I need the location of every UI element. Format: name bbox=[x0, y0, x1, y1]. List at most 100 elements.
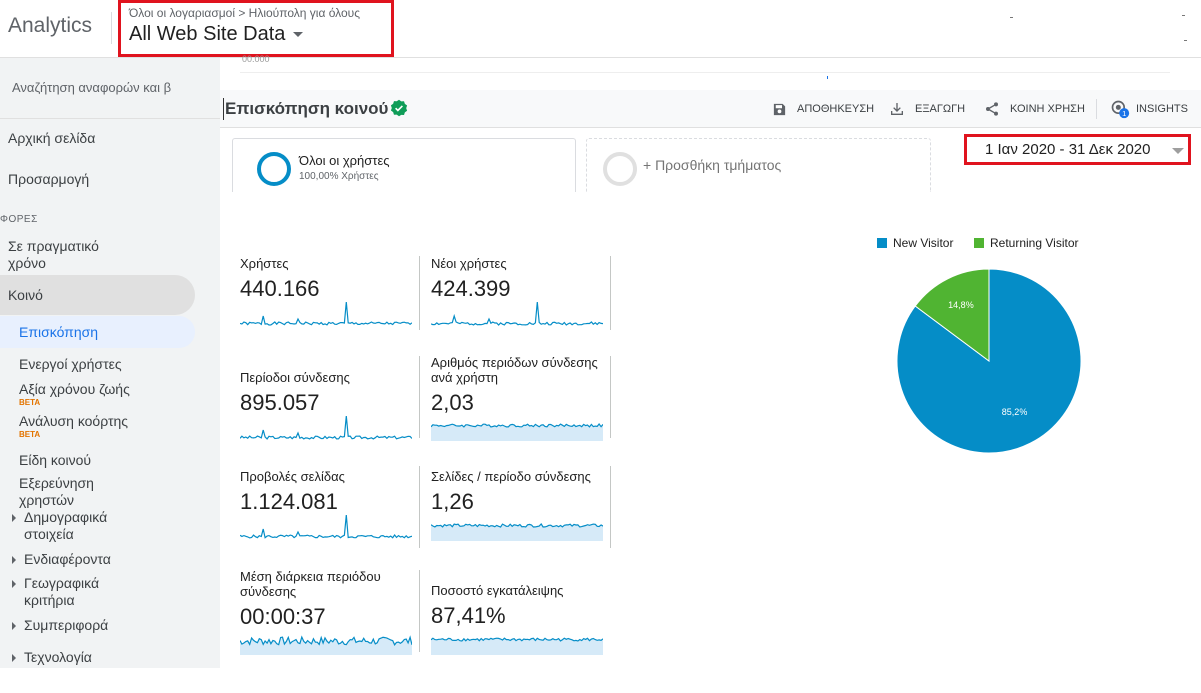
sparkline-area bbox=[431, 424, 603, 441]
legend-label: New Visitor bbox=[893, 236, 954, 250]
sidebar-item-label: Συμπεριφορά bbox=[24, 617, 109, 633]
metric-label: Μέση διάρκεια περιόδου σύνδεσης bbox=[240, 569, 381, 599]
metric-value: 87,41% bbox=[431, 603, 506, 628]
sidebar-item-home[interactable]: Αρχική σελίδα bbox=[8, 130, 96, 146]
sparkline bbox=[431, 423, 603, 441]
metric-pageviews: Προβολές σελίδας 1.124.081 bbox=[240, 469, 420, 579]
pie-slice-returning-visitor[interactable] bbox=[914, 268, 990, 362]
add-segment-button[interactable]: + Προσθήκη τμήματος bbox=[586, 138, 931, 192]
sidebar-item-label: Γεωγραφικά κριτήρια bbox=[24, 575, 100, 608]
export-button[interactable]: ΕΞΑΓΩΓΗ bbox=[889, 90, 965, 128]
beta-badge: BETA bbox=[19, 398, 41, 407]
metric-label: Περίοδοι σύνδεσης bbox=[240, 370, 350, 385]
clipped-axis-label: 00.000 bbox=[242, 54, 270, 64]
sparkline-line bbox=[431, 301, 603, 326]
sparkline-line bbox=[240, 635, 412, 646]
clipped-chart-line bbox=[240, 72, 1170, 73]
sidebar-item-lifetime-value[interactable]: Αξία χρόνου ζωής BETA bbox=[19, 381, 130, 407]
sparkline-area bbox=[240, 637, 412, 655]
metric-sessions: Περίοδοι σύνδεσης 895.057 bbox=[240, 370, 420, 480]
metric-divider bbox=[419, 256, 420, 330]
sparkline-line bbox=[431, 423, 603, 428]
export-label: ΕΞΑΓΩΓΗ bbox=[915, 103, 966, 115]
sidebar-item-audiences[interactable]: Είδη κοινού bbox=[19, 452, 92, 468]
metric-pages-per-session: Σελίδες / περίοδο σύνδεσης 1,26 bbox=[431, 469, 611, 579]
sparkline bbox=[431, 523, 603, 541]
sparkline bbox=[240, 514, 412, 539]
segment-all-users[interactable]: Όλοι οι χρήστες 100,00% Χρήστες bbox=[232, 138, 576, 192]
metric-label: Σελίδες / περίοδο σύνδεσης bbox=[431, 469, 591, 484]
sidebar-item-behavior[interactable]: Συμπεριφορά bbox=[12, 617, 108, 633]
date-range-picker[interactable]: 1 Ιαν 2020 - 31 Δεκ 2020 bbox=[964, 134, 1191, 165]
empty-segment-ring-icon bbox=[603, 152, 637, 186]
toolbar-divider bbox=[1096, 99, 1097, 119]
speck bbox=[1182, 15, 1185, 16]
sidebar-item-label: Ανάλυση κοόρτης bbox=[19, 413, 129, 429]
chevron-down-icon bbox=[1172, 148, 1184, 154]
metric-label: Νέοι χρήστες bbox=[431, 256, 507, 271]
share-icon bbox=[986, 102, 998, 116]
sidebar-item-demographics[interactable]: Δημογραφικά στοιχεία bbox=[12, 509, 132, 543]
property-view-name: All Web Site Data bbox=[129, 23, 286, 45]
sparkline bbox=[240, 301, 412, 326]
sparkline-line bbox=[240, 301, 412, 326]
metric-sessions-per-user: Αριθμός περιόδων σύνδεσης ανά χρήστη 2,0… bbox=[431, 355, 611, 465]
sidebar-item-overview[interactable]: Επισκόπηση bbox=[19, 324, 99, 340]
segment-name: Όλοι οι χρήστες bbox=[299, 153, 390, 168]
pie-slice-label: 85,2% bbox=[1002, 407, 1028, 417]
active-item-bg bbox=[0, 316, 195, 348]
download-icon bbox=[891, 103, 903, 115]
metric-new-users: Νέοι χρήστες 424.399 bbox=[431, 256, 611, 366]
metric-value: 00:00:37 bbox=[240, 604, 326, 629]
share-button[interactable]: ΚΟΙΝΗ ΧΡΗΣΗ bbox=[984, 90, 1085, 128]
sidebar-item-cohort-analysis[interactable]: Ανάλυση κοόρτης BETA bbox=[19, 413, 128, 439]
metric-label: Χρήστες bbox=[240, 256, 289, 271]
share-label: ΚΟΙΝΗ ΧΡΗΣΗ bbox=[1010, 103, 1085, 115]
save-button[interactable]: ΑΠΟΘΗΚΕΥΣΗ bbox=[772, 90, 874, 128]
account-breadcrumb[interactable]: Όλοι οι λογαριασμοί > Ηλιούπολη για όλου… bbox=[129, 6, 361, 20]
top-bar: Analytics Όλοι οι λογαριασμοί > Ηλιούπολ… bbox=[0, 0, 1201, 58]
add-segment-label: + Προσθήκη τμήματος bbox=[643, 157, 782, 173]
sidebar-item-active-users[interactable]: Ενεργοί χρήστες bbox=[19, 356, 122, 372]
app-title: Analytics bbox=[8, 14, 93, 37]
legend-swatch bbox=[974, 238, 984, 248]
section-label-reports: ΦΟΡΕΣ bbox=[0, 214, 38, 225]
metric-divider bbox=[419, 356, 420, 438]
segment-share: 100,00% Χρήστες bbox=[299, 171, 379, 182]
metric-label: Αριθμός περιόδων σύνδεσης ανά χρήστη bbox=[431, 355, 598, 385]
metric-bounce-rate: Ποσοστό εγκατάλειψης 87,41% bbox=[431, 583, 611, 693]
sidebar-item-customization[interactable]: Προσαρμογή bbox=[8, 171, 90, 187]
metric-value: 1.124.081 bbox=[240, 489, 338, 514]
sidebar-item-label: Δημογραφικά στοιχεία bbox=[24, 509, 108, 542]
pie-slice-label: 14,8% bbox=[948, 300, 974, 310]
insights-button[interactable]: 1 INSIGHTS bbox=[1110, 90, 1188, 128]
sidebar-item-user-explorer[interactable]: Εξερεύνηση χρηστών bbox=[19, 475, 94, 508]
metric-value: 440.166 bbox=[240, 276, 320, 301]
segment-ring-icon bbox=[257, 152, 291, 186]
sidebar-item-audience[interactable]: Κοινό bbox=[8, 287, 43, 303]
sidebar: Αναζήτηση αναφορών και β Αρχική σελίδα Π… bbox=[0, 58, 220, 668]
sidebar-item-label: Τεχνολογία bbox=[24, 649, 92, 665]
property-view-selector[interactable]: All Web Site Data bbox=[129, 23, 304, 46]
visitor-pie-chart: 85,2% 14,8% bbox=[896, 268, 1082, 454]
expand-arrow-icon bbox=[12, 654, 16, 663]
account-selector[interactable]: Όλοι οι λογαριασμοί > Ηλιούπολη για όλου… bbox=[118, 0, 394, 57]
sparkline bbox=[431, 301, 603, 326]
metric-value: 424.399 bbox=[431, 276, 511, 301]
sidebar-item-technology[interactable]: Τεχνολογία bbox=[12, 649, 92, 665]
report-search-input[interactable]: Αναζήτηση αναφορών και β bbox=[12, 80, 172, 95]
sparkline-line bbox=[431, 637, 603, 642]
sidebar-item-interests[interactable]: Ενδιαφέροντα bbox=[12, 551, 111, 567]
legend-item-returning-visitor[interactable]: Returning Visitor bbox=[974, 236, 1079, 250]
legend-label: Returning Visitor bbox=[990, 236, 1079, 250]
metric-users: Χρήστες 440.166 bbox=[240, 256, 420, 366]
sidebar-item-label: Ενδιαφέροντα bbox=[24, 551, 111, 567]
metric-label: Ποσοστό εγκατάλειψης bbox=[431, 583, 564, 598]
sparkline-area bbox=[431, 524, 603, 541]
verified-check-icon bbox=[390, 99, 408, 117]
sidebar-item-geo[interactable]: Γεωγραφικά κριτήρια bbox=[12, 575, 132, 609]
brand-divider bbox=[111, 12, 112, 44]
speck bbox=[1184, 40, 1187, 41]
sidebar-item-realtime[interactable]: Σε πραγματικό χρόνο bbox=[8, 238, 99, 271]
legend-item-new-visitor[interactable]: New Visitor bbox=[877, 236, 953, 250]
